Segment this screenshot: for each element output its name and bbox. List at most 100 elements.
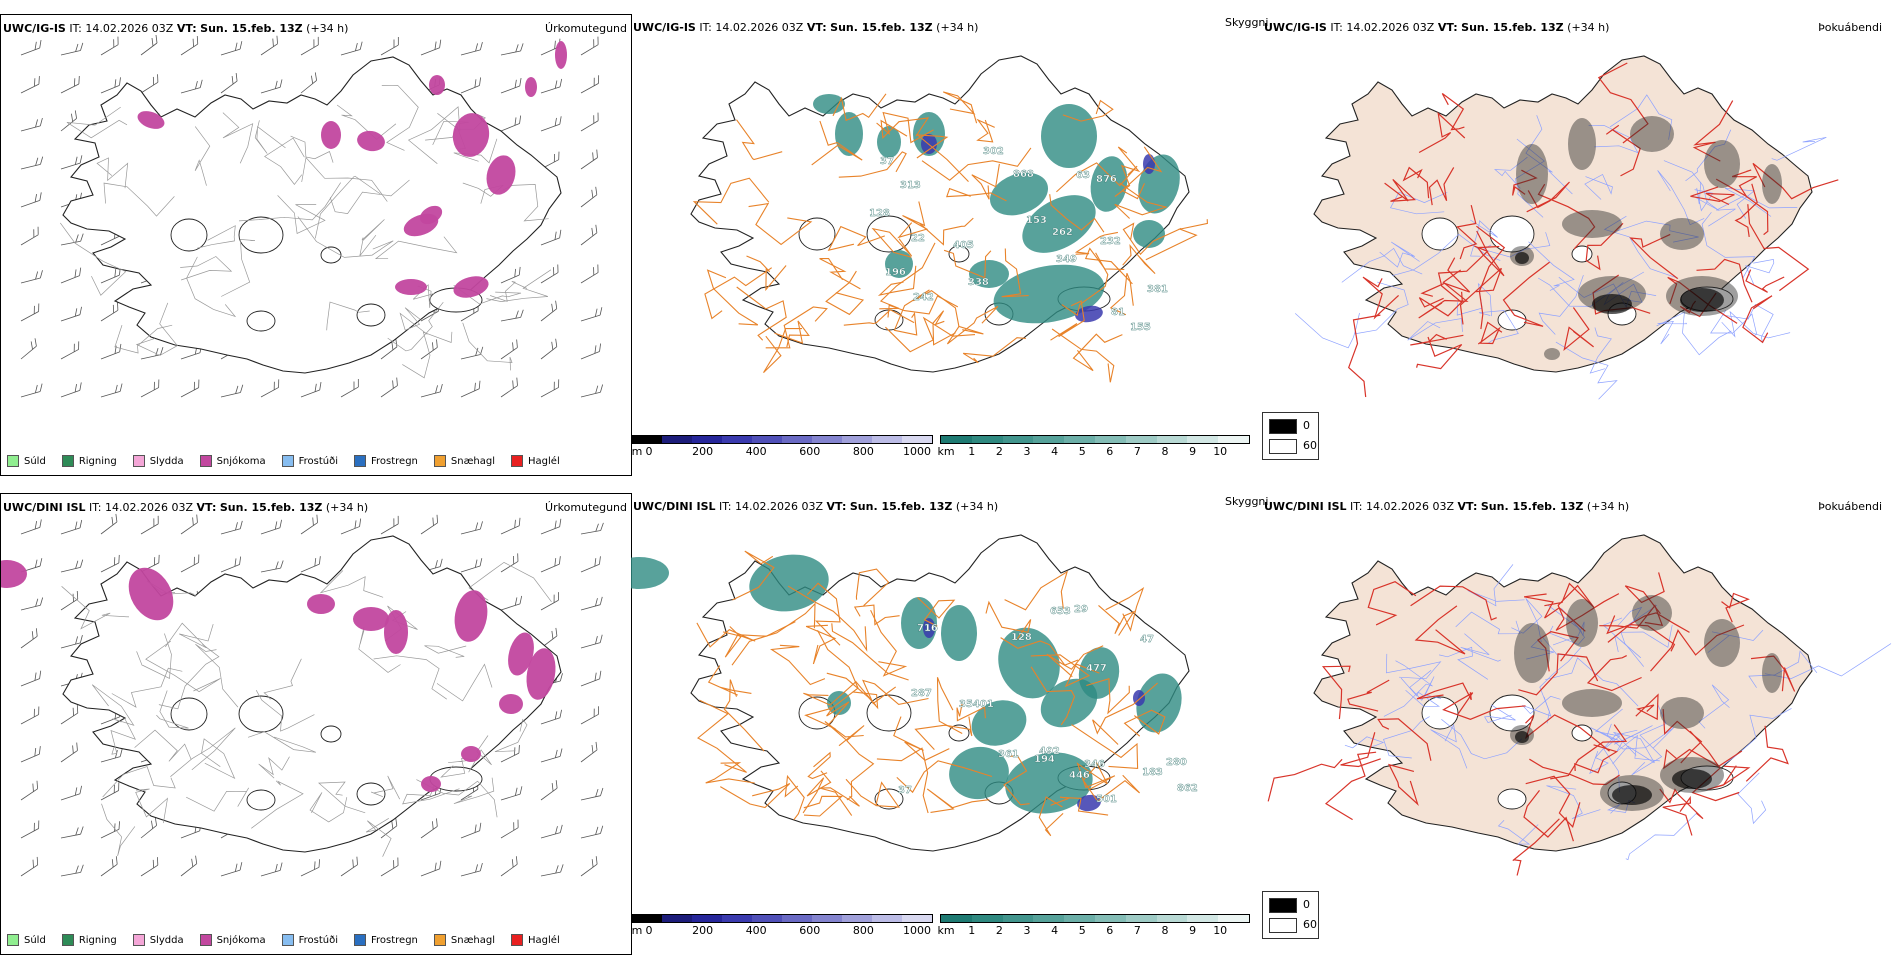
- scale-bar: [631, 435, 933, 444]
- road-line: [1603, 215, 1679, 279]
- road-line: [736, 286, 787, 341]
- glacier-outline: [798, 217, 836, 251]
- road-line: [1000, 637, 1079, 666]
- road-line: [145, 640, 221, 693]
- wind-barb: [20, 270, 43, 284]
- road-line: [1122, 243, 1156, 274]
- road-line: [1387, 763, 1419, 806]
- legend-label: Snæhagl: [450, 934, 496, 946]
- wind-barb: [20, 383, 43, 398]
- road-line: [1690, 186, 1735, 206]
- visibility-label: 716: [917, 623, 938, 634]
- road-line: [1416, 682, 1472, 701]
- road-line: [705, 762, 755, 784]
- scale-tick: 0: [645, 924, 653, 937]
- road-line: [1086, 677, 1130, 715]
- road-line: [784, 774, 805, 821]
- road-line: [247, 731, 317, 753]
- wind-barb: [260, 862, 283, 877]
- wind-barb: [580, 224, 598, 246]
- shaded-area: [321, 121, 341, 149]
- road-line: [1748, 650, 1818, 688]
- it-value: 14.02.2026 03Z: [105, 501, 194, 514]
- lead-time: (+34 h): [1567, 21, 1610, 34]
- road-line: [1347, 679, 1390, 712]
- shaded-area: [1515, 252, 1529, 264]
- precip-panel-row2: UWC/DINI ISL IT: 14.02.2026 03Z VT: Sun.…: [0, 493, 632, 955]
- wind-barb: [300, 381, 322, 398]
- road-line: [976, 118, 995, 143]
- road-line: [412, 284, 435, 308]
- wind-barb: [180, 79, 203, 94]
- legend-item: Slydda: [132, 455, 184, 467]
- road-line: [1344, 736, 1385, 749]
- legend-item: Snjókoma: [199, 934, 266, 946]
- road-line: [1605, 124, 1641, 177]
- road-line: [359, 219, 385, 257]
- road-line: [819, 258, 861, 290]
- cloud-legend: 0 60: [1262, 891, 1319, 939]
- road-line: [381, 84, 419, 151]
- lead-time: (+34 h): [955, 500, 999, 513]
- shaded-area: [1680, 288, 1724, 312]
- road-line: [1555, 593, 1620, 631]
- coastline: [690, 55, 1190, 373]
- road-line: [1082, 764, 1140, 802]
- wind-barb: [580, 384, 604, 398]
- visibility-label: 346: [1084, 759, 1105, 770]
- road-line: [732, 550, 775, 601]
- shaded-area: [1514, 623, 1550, 683]
- visibility-label: 242: [913, 292, 934, 303]
- road-line: [277, 195, 326, 235]
- wind-barb: [540, 338, 558, 360]
- road-line: [468, 561, 552, 603]
- wind-barb: [20, 780, 38, 801]
- scale-tick: 400: [745, 924, 767, 937]
- road-line: [1386, 653, 1442, 680]
- scale-unit: m: [631, 924, 643, 937]
- scale-km: km 1 2 3 4 5 6 7 8 9 10: [937, 914, 1250, 937]
- road-line: [926, 788, 990, 813]
- road-line: [1038, 796, 1064, 837]
- wind-barb: [300, 514, 318, 535]
- shaded-area: [403, 213, 439, 237]
- road-line: [1493, 156, 1528, 189]
- scale-tick: 600: [799, 924, 821, 937]
- road-line: [60, 222, 127, 296]
- road-line: [301, 156, 388, 202]
- wind-barb: [180, 554, 200, 573]
- visibility-label: 381: [1147, 284, 1168, 295]
- road-line: [1707, 765, 1751, 791]
- it-value: 14.02.2026 03Z: [85, 22, 174, 35]
- road-line: [1416, 336, 1463, 370]
- road-line: [1721, 592, 1750, 623]
- legend-item: Snæhagl: [433, 934, 496, 946]
- road-line: [136, 633, 172, 679]
- wind-barb: [20, 76, 40, 94]
- road-line: [1004, 570, 1069, 611]
- scale-km: km 1 2 3 4 5 6 7 8 9 10: [937, 435, 1250, 458]
- glacier-outline: [170, 697, 208, 731]
- wind-barb: [180, 35, 199, 56]
- scale-tick: 5: [1078, 445, 1086, 458]
- glacier-outline: [1497, 788, 1527, 810]
- wind-barb: [20, 226, 39, 246]
- visibility-label: 81: [1111, 307, 1125, 318]
- legend-item: Frostúði: [281, 455, 338, 467]
- road-line: [135, 302, 178, 356]
- wind-barb: [340, 518, 362, 535]
- wind-barb: [580, 634, 603, 649]
- road-line: [1537, 183, 1596, 250]
- road-line: [804, 701, 850, 730]
- vt-value: Sun. 15.feb. 13Z: [830, 21, 933, 34]
- wind-barb: [60, 382, 82, 398]
- wind-barb: [380, 817, 398, 839]
- road-line: [1546, 785, 1601, 820]
- road-line: [1589, 327, 1612, 374]
- legend-swatch: [354, 934, 366, 946]
- road-line: [1383, 716, 1430, 759]
- road-line: [1529, 758, 1620, 786]
- road-line: [387, 301, 444, 352]
- road-line: [1723, 708, 1792, 765]
